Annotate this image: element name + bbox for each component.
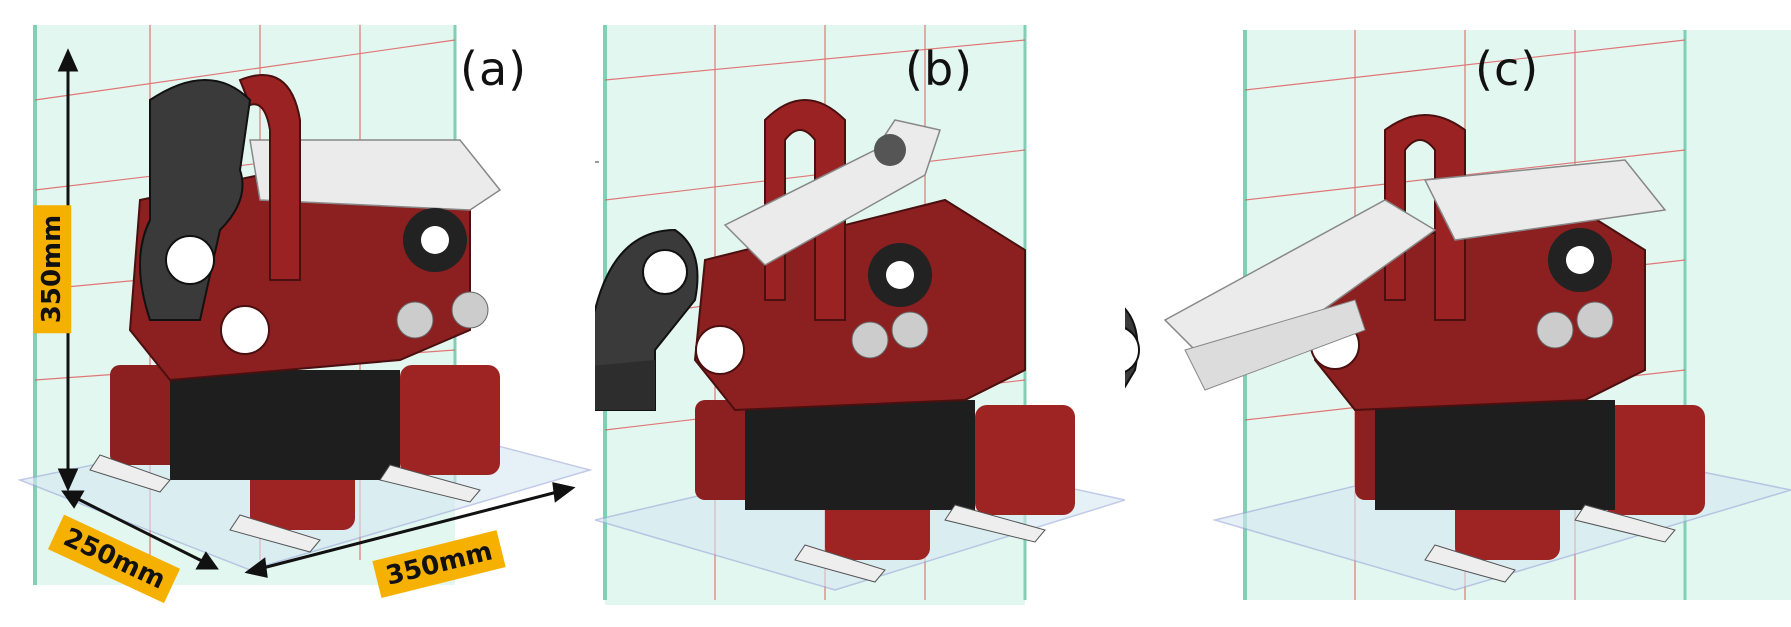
upper-arm — [723, 119, 941, 266]
panel-a: (a) 350mm 250mm 350mm — [0, 0, 595, 627]
gripper — [595, 228, 699, 411]
panel-label-a: (a) — [460, 42, 528, 96]
legs — [695, 400, 1075, 583]
extended-arm — [1163, 199, 1437, 391]
panel-a-render — [17, 25, 593, 585]
gripper — [1125, 307, 1140, 389]
panel-label-c: (c) — [1475, 42, 1540, 96]
folded-gripper — [139, 79, 252, 321]
panel-label-b: (b) — [905, 42, 974, 96]
height-dimension-label: 350mm — [33, 204, 72, 334]
panel-c-render — [1125, 30, 1791, 600]
panel-b: (b) — [595, 0, 1125, 627]
legs — [89, 365, 500, 553]
legs — [1355, 400, 1705, 583]
panel-b-render — [595, 25, 1125, 605]
panel-c: (c) — [1125, 0, 1791, 627]
